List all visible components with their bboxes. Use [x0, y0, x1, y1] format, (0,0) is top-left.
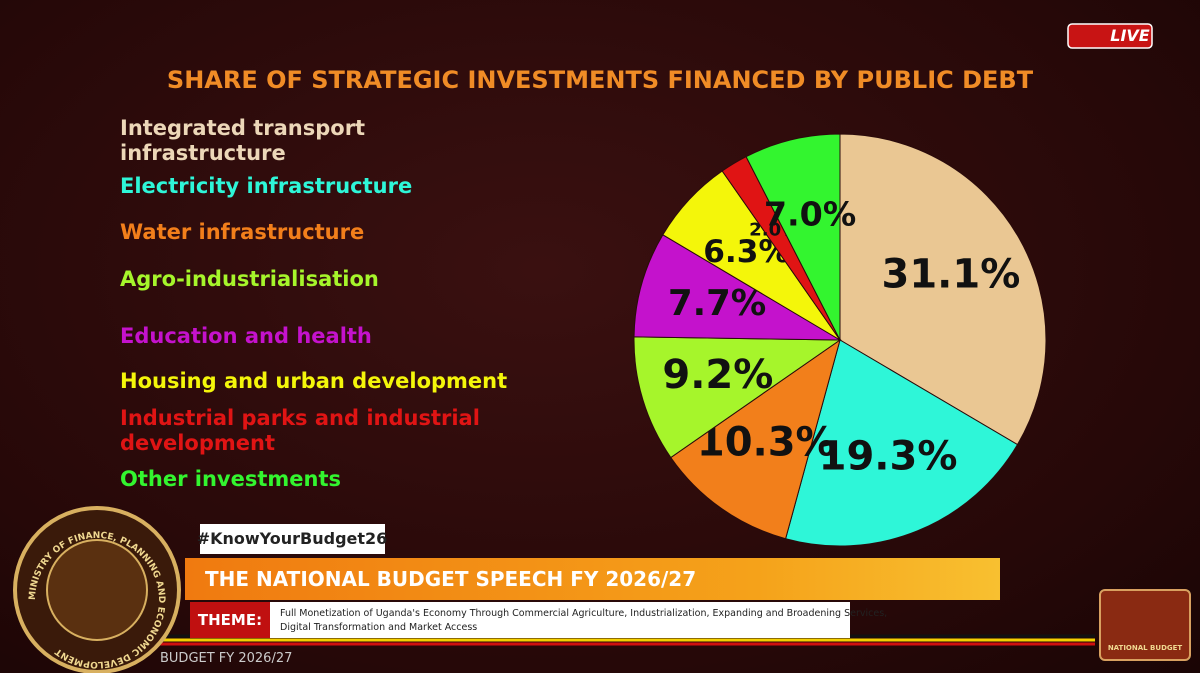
legend-entry: Education and health — [120, 324, 372, 348]
theme-label: THEME: — [198, 611, 262, 629]
theme-text: Digital Transformation and Market Access — [280, 622, 477, 633]
chart-title: SHARE OF STRATEGIC INVESTMENTS FINANCED … — [167, 66, 1034, 94]
pie-slice — [633, 336, 842, 459]
legend-entry: Agro-industrialisation — [120, 267, 379, 291]
logo-inner — [46, 539, 148, 641]
slice-label: 7.0% — [764, 194, 856, 233]
live-badge — [1067, 23, 1153, 49]
pie-slice — [785, 339, 1019, 547]
slice-label: 10.3% — [697, 419, 836, 465]
slice-label: 31.1% — [882, 252, 1021, 298]
headline-bar — [185, 558, 1000, 600]
theme-bar — [190, 602, 850, 638]
slice-label: 19.3% — [819, 433, 958, 479]
pie-slice — [839, 133, 1047, 446]
ticker: BUDGET FY 2026/27 — [160, 651, 292, 666]
legend-entry: Integrated transport infrastructure — [120, 116, 366, 165]
legend-entry: Electricity infrastructure — [120, 174, 413, 198]
briefcase — [1099, 589, 1191, 661]
legend-entry: Water infrastructure — [120, 220, 365, 244]
briefcase-text: NATIONAL BUDGET — [1108, 644, 1183, 652]
pie-slice — [633, 234, 842, 341]
live-label: LIVE — [1110, 26, 1150, 45]
slice-label: 9.2% — [662, 352, 773, 398]
pie: 31.1%19.3%10.3%9.2%7.7%6.3%2.0%7.0% — [633, 133, 1047, 547]
legend-entry: Industrial parks and industrial developm… — [120, 406, 480, 455]
pie-slice — [745, 133, 841, 341]
hashtag: #KnowYourBudget26 — [197, 529, 388, 548]
theme-tag — [190, 602, 270, 638]
hashtag-tab — [200, 524, 385, 554]
legend-entry: Housing and urban development — [120, 369, 508, 393]
legend-entry: Other investments — [120, 467, 341, 491]
theme-text: Full Monetization of Uganda's Economy Th… — [280, 608, 887, 619]
pie-slice — [670, 338, 841, 540]
headline: THE NATIONAL BUDGET SPEECH FY 2026/27 — [205, 567, 696, 591]
slice-label: 7.7% — [668, 283, 766, 324]
